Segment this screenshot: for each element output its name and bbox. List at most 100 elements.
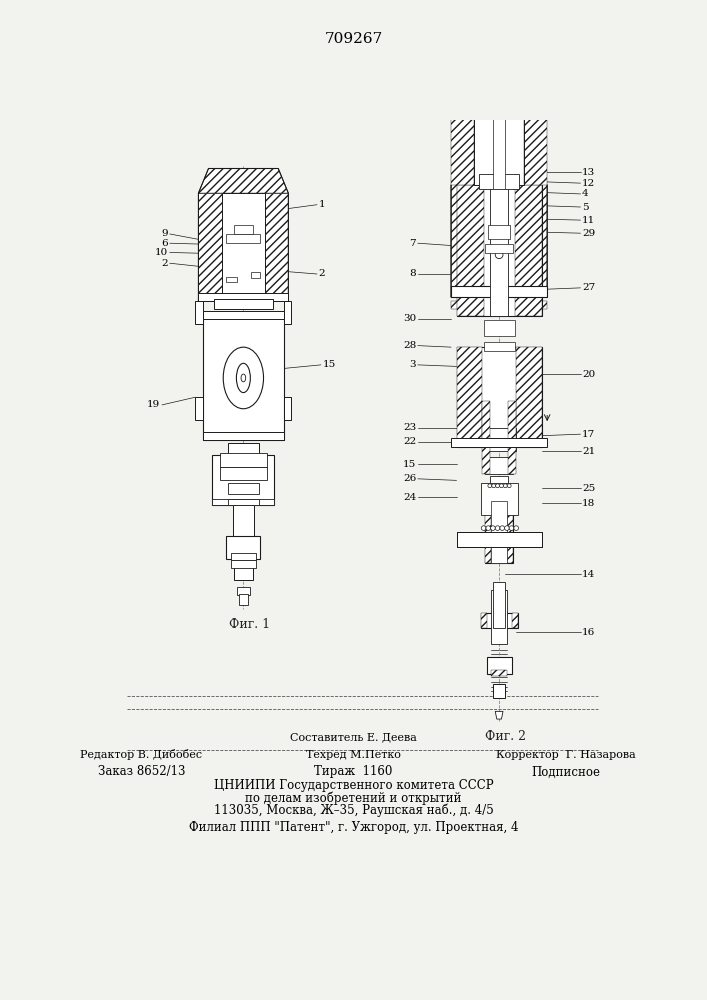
Bar [203,432,284,440]
Text: 5: 5 [582,203,589,212]
Bar [226,536,260,559]
Text: 3: 3 [409,360,416,369]
Text: 10: 10 [155,248,168,257]
Bar [485,501,491,563]
Text: 28: 28 [403,341,416,350]
Bar [515,185,542,316]
Text: 11: 11 [582,216,595,225]
Bar [251,272,260,278]
Bar [474,74,524,185]
Bar [203,316,284,440]
Bar [485,501,513,563]
Circle shape [509,526,514,530]
Text: 9: 9 [162,229,168,238]
Text: Тираж  1160: Тираж 1160 [315,766,392,778]
Circle shape [503,484,507,488]
Bar [233,505,255,536]
Bar [228,483,259,494]
Text: 2: 2 [162,259,168,268]
Circle shape [492,484,496,488]
Bar [234,564,252,580]
Text: 27: 27 [582,283,595,292]
Bar [220,453,267,466]
Bar [451,438,547,447]
Text: Корректор  Г. Назарова: Корректор Г. Назарова [496,750,636,760]
Circle shape [491,526,495,530]
Bar [484,320,515,336]
Polygon shape [265,193,288,301]
Bar [491,590,507,644]
Bar [451,286,547,297]
Bar [457,532,542,547]
Text: 15: 15 [403,460,416,469]
Circle shape [495,251,503,259]
Circle shape [507,484,511,488]
Text: 14: 14 [582,570,595,579]
Bar [212,499,274,505]
Bar [457,347,482,447]
Bar [457,185,484,316]
Text: Филиал ППП "Патент", г. Ужгород, ул. Проектная, 4: Филиал ППП "Патент", г. Ужгород, ул. Про… [189,822,518,834]
Bar [485,244,513,253]
Ellipse shape [241,374,246,382]
Text: 6: 6 [162,239,168,248]
Bar [239,594,248,605]
Text: 12: 12 [582,179,595,188]
Text: Фиг. 2: Фиг. 2 [485,730,526,742]
Bar [195,301,203,324]
Bar [491,670,507,676]
Bar [457,185,542,316]
Text: 113035, Москва, Ж–35, Раушская наб., д. 4/5: 113035, Москва, Ж–35, Раушская наб., д. … [214,803,493,817]
Text: 29: 29 [582,229,595,238]
Bar [226,277,237,282]
Bar [486,657,512,674]
Text: 17: 17 [582,430,595,439]
Bar [507,501,513,563]
Bar [231,553,256,560]
Text: Заказ 8652/13: Заказ 8652/13 [98,766,185,778]
Polygon shape [495,711,503,719]
Bar [222,193,265,301]
Bar [451,301,547,309]
Text: 7: 7 [409,239,416,248]
Text: Составитель Е. Деева: Составитель Е. Деева [290,732,417,742]
Bar [234,225,252,234]
Circle shape [500,484,503,488]
Bar [481,613,518,628]
Bar [481,483,518,515]
Polygon shape [199,169,288,193]
Circle shape [505,526,509,530]
Bar [457,347,542,447]
Text: Фиг. 1: Фиг. 1 [230,618,271,631]
Bar [284,397,291,420]
Bar [493,684,506,698]
Bar [214,299,273,309]
Bar [508,401,516,474]
Bar [212,455,274,505]
Text: ЦНИИПИ Государственного комитета СССР: ЦНИИПИ Государственного комитета СССР [214,780,493,792]
Text: 1: 1 [319,200,325,209]
Bar [203,311,284,319]
Bar [237,587,250,595]
Text: 18: 18 [582,499,595,508]
Bar [485,457,513,474]
Bar [493,82,506,189]
Circle shape [495,526,500,530]
Text: 25: 25 [582,484,595,493]
Bar [228,443,259,455]
Text: 26: 26 [403,474,416,483]
Bar [490,476,508,491]
Text: 8: 8 [409,269,416,278]
Bar [484,342,515,351]
Bar [490,185,508,316]
Bar [457,532,542,547]
Bar [220,466,267,480]
Bar [516,347,542,447]
Text: Подписное: Подписное [531,766,600,778]
Bar [284,301,291,324]
Bar [489,225,510,239]
Polygon shape [199,193,222,301]
Ellipse shape [223,347,264,409]
Text: 30: 30 [403,314,416,323]
Bar [474,74,524,185]
